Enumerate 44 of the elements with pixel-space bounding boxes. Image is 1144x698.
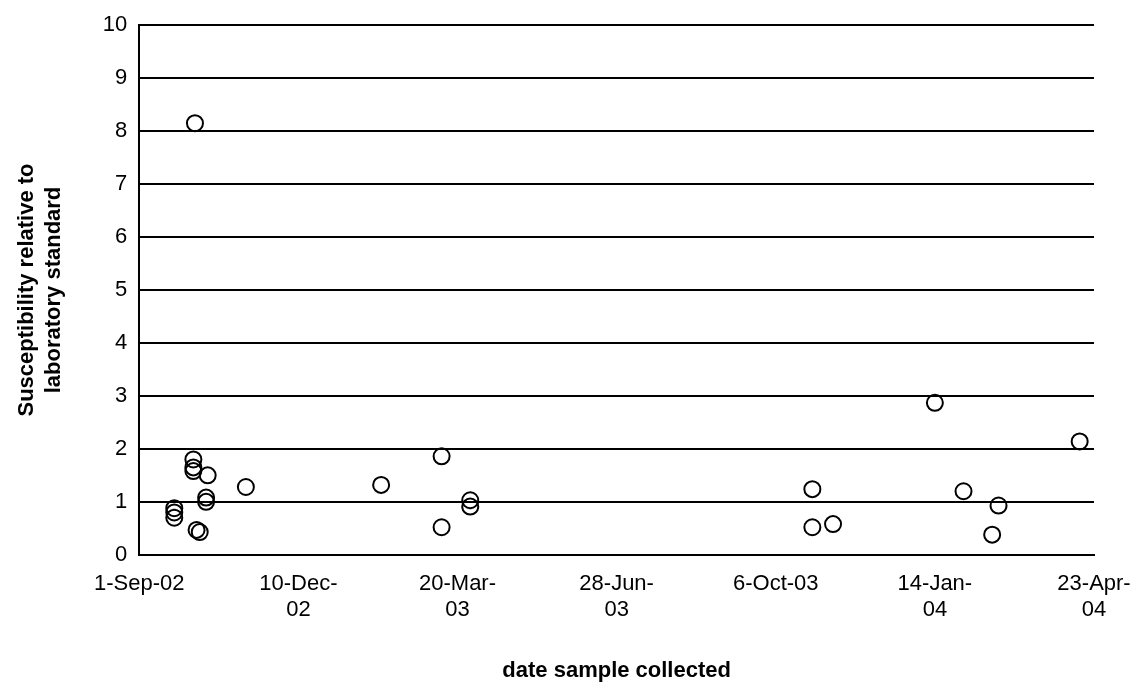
- y-tick-label: 2: [115, 434, 128, 460]
- point: [954, 482, 973, 501]
- point: [198, 466, 217, 485]
- y-tick-label: 6: [115, 223, 128, 249]
- point: [165, 499, 184, 518]
- y-tick-label: 3: [115, 381, 128, 407]
- y-tick-label: 0: [115, 540, 128, 566]
- point: [989, 496, 1008, 515]
- x-tick-label: 6-Oct-03: [732, 570, 819, 596]
- y-tick-label: 8: [115, 117, 128, 143]
- point: [165, 503, 184, 522]
- x-tick-label: 1-Sep-02: [94, 570, 185, 596]
- x-tick-label: 14-Jan-04: [897, 570, 973, 622]
- x-tick-label: 23-Apr-04: [1057, 570, 1131, 622]
- point: [1070, 432, 1089, 451]
- point: [197, 492, 216, 511]
- point: [184, 462, 203, 481]
- point: [372, 475, 391, 494]
- point: [461, 497, 480, 516]
- y-tick-label: 1: [115, 487, 128, 513]
- y-tick-label: 10: [102, 11, 128, 37]
- point: [184, 450, 203, 469]
- point: [185, 114, 204, 133]
- point: [803, 480, 822, 499]
- point: [803, 518, 822, 537]
- y-tick-label: 7: [115, 170, 128, 196]
- x-axis-title: date sample collected: [502, 656, 731, 682]
- point: [236, 478, 255, 497]
- point: [165, 508, 184, 527]
- point: [983, 525, 1002, 544]
- y-tick-label: 9: [115, 64, 128, 90]
- point: [461, 491, 480, 510]
- point: [925, 393, 944, 412]
- y-axis-title: Susceptibility relative to laboratory standard: [13, 163, 65, 417]
- x-tick-label: 28-Jun-03: [579, 570, 654, 622]
- point: [197, 488, 216, 507]
- point: [184, 458, 203, 477]
- x-tick-label: 20-Mar-03: [419, 570, 497, 622]
- point: [824, 515, 843, 534]
- point: [432, 447, 451, 466]
- x-tick-label: 10-Dec-02: [259, 570, 338, 622]
- y-tick-label: 5: [115, 276, 128, 302]
- y-tick-label: 4: [115, 329, 128, 355]
- point: [432, 518, 451, 537]
